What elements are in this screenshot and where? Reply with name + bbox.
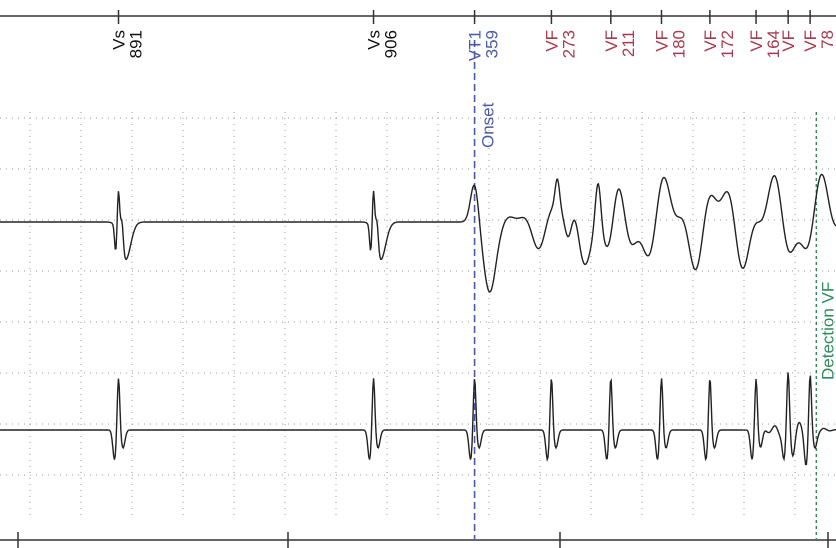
annotations: Onset Detection VF [479, 102, 836, 380]
marker-label: Vs906 [365, 30, 401, 58]
marker-label: VF180 [652, 30, 688, 58]
marker-label: VF [779, 30, 798, 52]
marker-label: VF211 [602, 30, 638, 57]
marker-label: VF273 [542, 30, 578, 58]
marker-label: VF164 [747, 30, 783, 58]
marker-label: VF78 [801, 30, 836, 52]
egm-trace-bottom [0, 372, 836, 466]
onset-label: Onset [479, 102, 498, 148]
marker-axis [0, 10, 836, 548]
event-lines [473, 40, 817, 540]
marker-labels: Vs891 Vs906 VT1359 VF273 VF211 VF180 VF172 VF16… [110, 30, 836, 61]
marker-label: VF172 [701, 30, 737, 58]
grid [0, 112, 836, 520]
detection-label: Detection VF [818, 282, 836, 380]
egm-traces [0, 173, 836, 466]
egm-trace-top [0, 173, 836, 293]
marker-label: VT1359 [466, 30, 502, 61]
marker-label: Vs891 [110, 30, 146, 58]
